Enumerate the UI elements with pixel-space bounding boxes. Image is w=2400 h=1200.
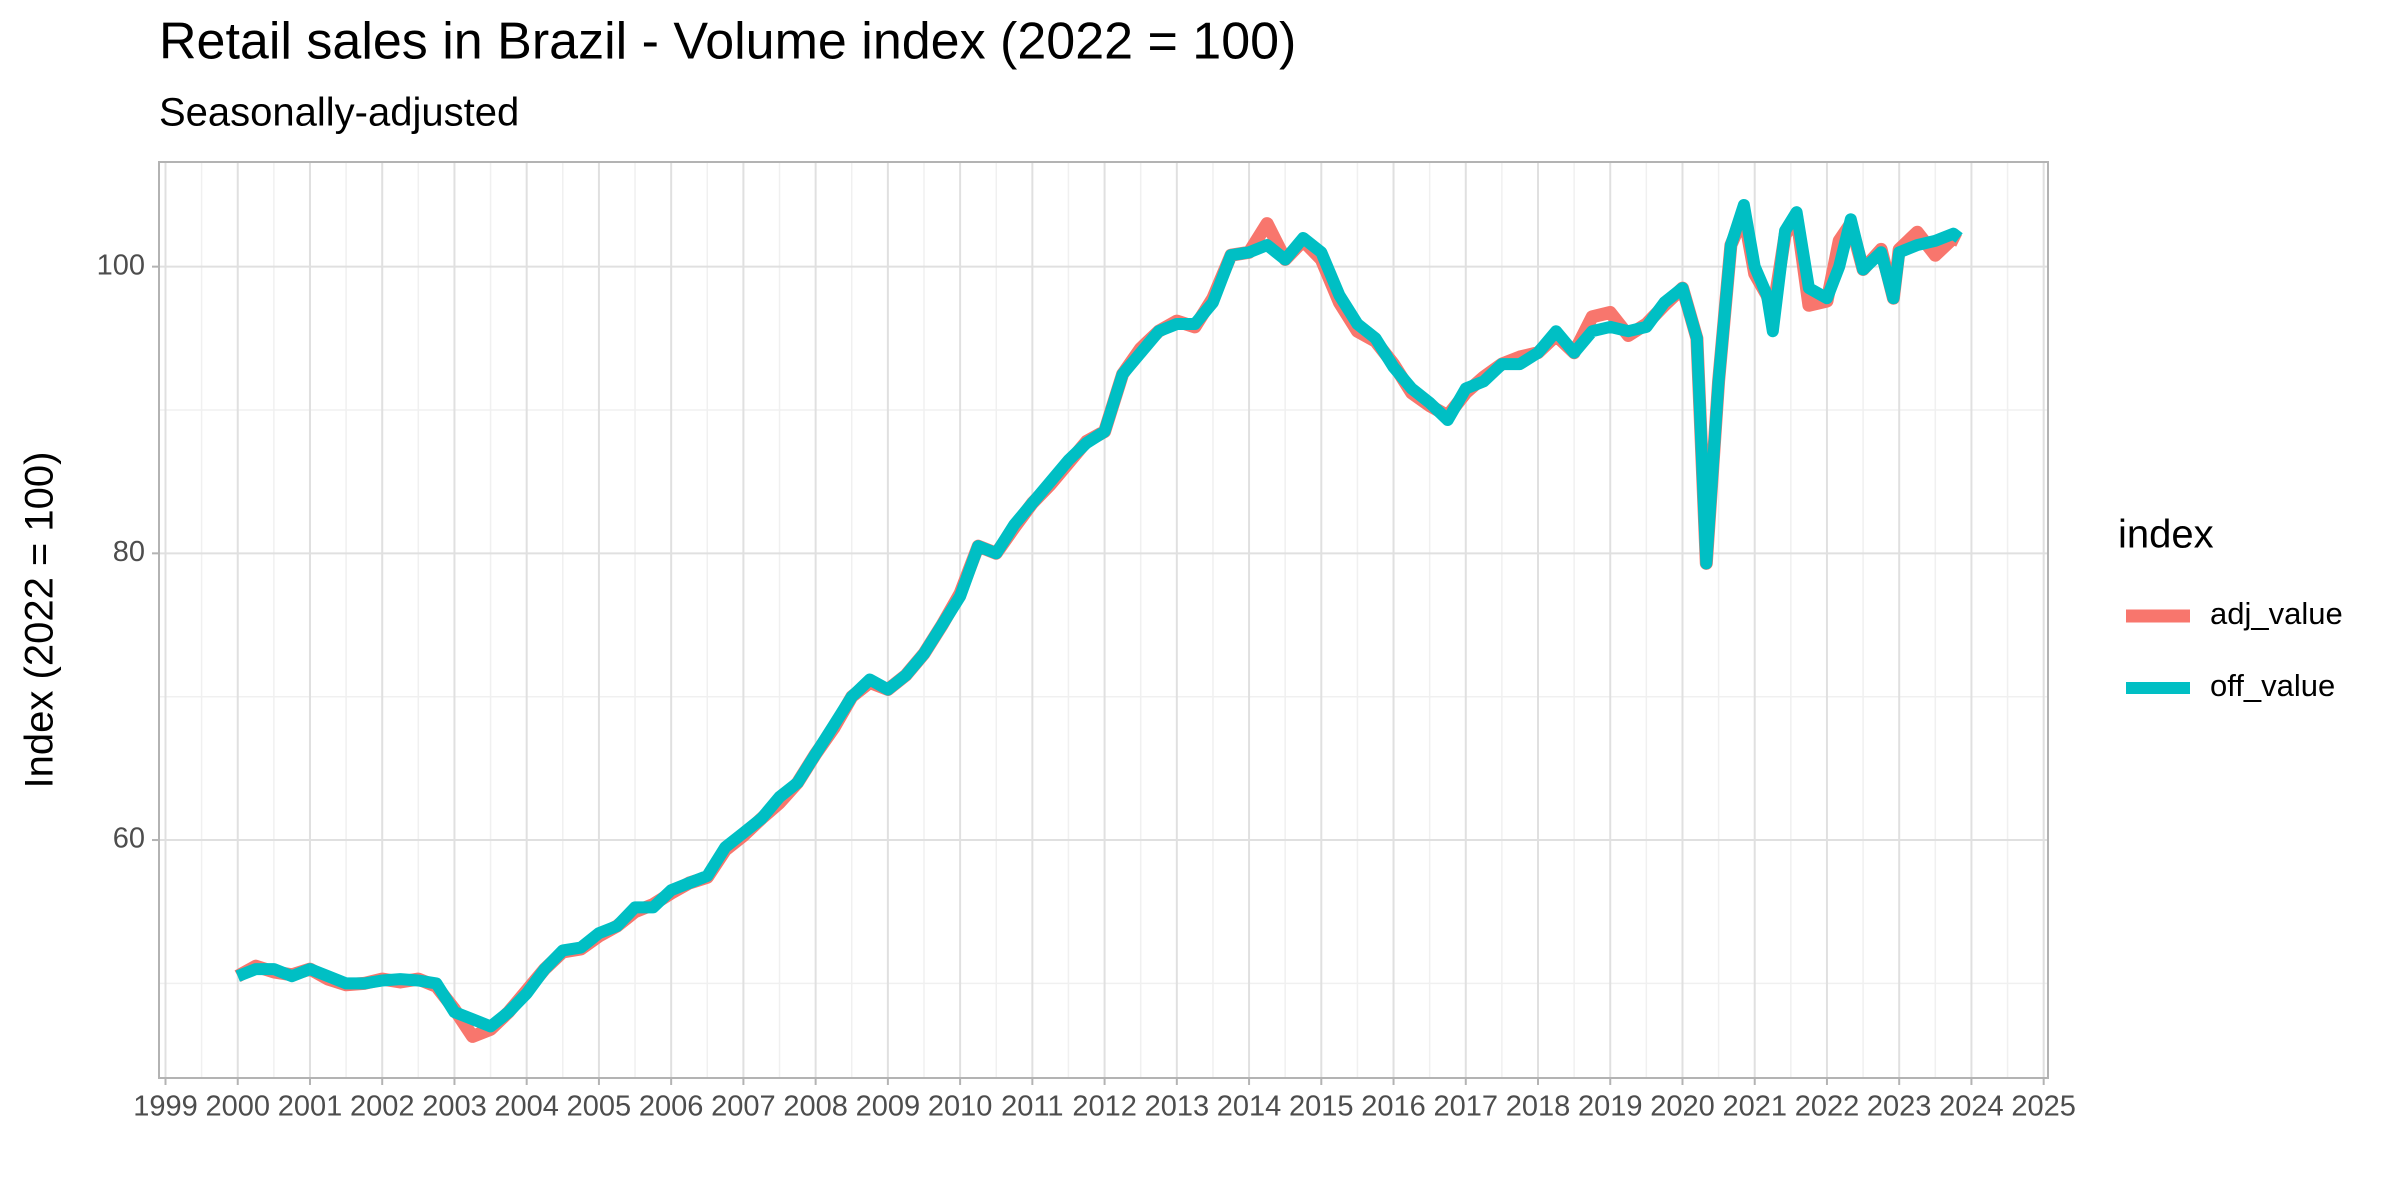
x-tick-label: 1999 — [133, 1091, 198, 1123]
x-tick-label: 2009 — [856, 1091, 921, 1123]
x-tick-label: 2013 — [1145, 1091, 1210, 1123]
x-tick-label: 2011 — [1001, 1091, 1063, 1123]
x-tick-label: 2008 — [783, 1091, 848, 1123]
x-tick-label: 2003 — [422, 1091, 487, 1123]
panel-border — [158, 161, 2049, 1079]
x-tick-label: 2006 — [639, 1091, 704, 1123]
x-tick-label: 2002 — [350, 1091, 415, 1123]
x-tick-label: 2015 — [1289, 1091, 1354, 1123]
x-tick-label: 2020 — [1650, 1091, 1715, 1123]
y-axis-title: Index (2022 = 100) — [18, 452, 62, 789]
x-tick-label: 2004 — [494, 1091, 559, 1123]
x-tick-label: 2010 — [928, 1091, 993, 1123]
y-tick-label: 100 — [97, 249, 145, 281]
x-tick-label: 2014 — [1217, 1091, 1282, 1123]
x-tick-label: 2021 — [1722, 1091, 1787, 1123]
x-tick-label: 2023 — [1867, 1091, 1932, 1123]
x-tick-label: 2001 — [278, 1091, 343, 1123]
x-tick-label: 2025 — [2011, 1091, 2076, 1123]
x-tick-label: 2016 — [1361, 1091, 1426, 1123]
chart-title: Retail sales in Brazil - Volume index (2… — [159, 13, 1296, 71]
grid — [159, 162, 2048, 1078]
x-tick-label: 2000 — [205, 1091, 270, 1123]
y-tick-label: 60 — [113, 823, 145, 855]
y-tick-label: 80 — [113, 536, 145, 568]
x-tick-label: 2018 — [1506, 1091, 1571, 1123]
legend-label: off_value — [2210, 668, 2335, 703]
legend: index adj_value off_value — [2118, 513, 2343, 704]
plot-lines — [234, 199, 1963, 1043]
x-tick-label: 2017 — [1434, 1091, 1499, 1123]
x-tick-label: 2022 — [1795, 1091, 1860, 1123]
legend-label: adj_value — [2210, 596, 2343, 631]
x-tick-label: 2005 — [567, 1091, 632, 1123]
chart-subtitle: Seasonally-adjusted — [159, 91, 519, 135]
x-tick-label: 2007 — [711, 1091, 776, 1123]
x-tick-label: 2012 — [1072, 1091, 1137, 1123]
x-tick-label: 2024 — [1939, 1091, 2004, 1123]
x-tick-label: 2019 — [1578, 1091, 1643, 1123]
legend-title: index — [2118, 513, 2214, 557]
panel-background — [159, 162, 2048, 1078]
series-line — [235, 199, 1963, 1033]
